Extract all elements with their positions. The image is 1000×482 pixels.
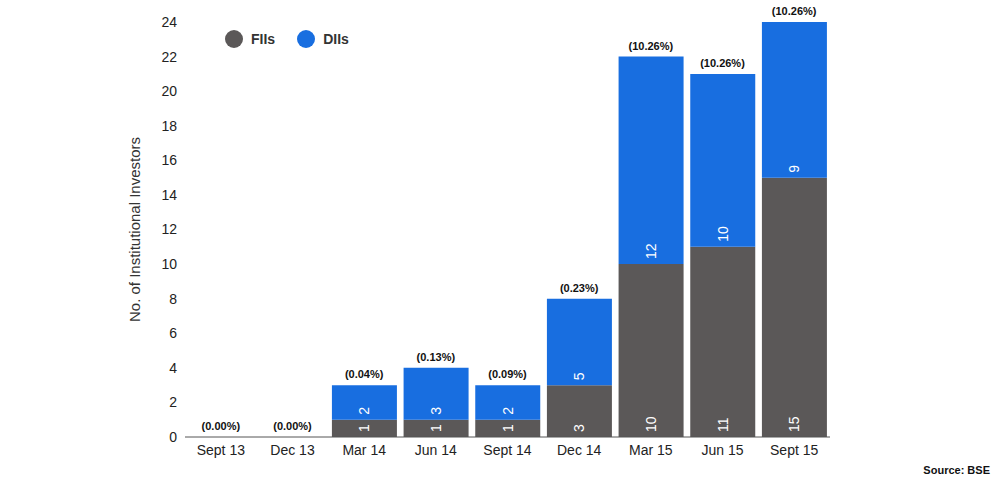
svg-text:10: 10 <box>161 256 177 272</box>
svg-text:(10.26%): (10.26%) <box>772 5 817 17</box>
svg-text:1: 1 <box>500 424 516 432</box>
svg-text:Jun 15: Jun 15 <box>701 442 743 458</box>
svg-text:(0.00%): (0.00%) <box>273 420 312 432</box>
svg-text:10: 10 <box>715 226 731 242</box>
svg-text:(0.09%): (0.09%) <box>488 368 527 380</box>
svg-text:15: 15 <box>786 416 802 432</box>
svg-text:1: 1 <box>428 424 444 432</box>
svg-text:14: 14 <box>161 187 177 203</box>
svg-text:4: 4 <box>169 360 177 376</box>
svg-text:2: 2 <box>356 407 372 415</box>
html-text:Source: BSE: Source: BSE <box>923 464 990 476</box>
svg-text:18: 18 <box>161 118 177 134</box>
svg-text:Mar 14: Mar 14 <box>342 442 386 458</box>
svg-text:20: 20 <box>161 83 177 99</box>
svg-text:(0.23%): (0.23%) <box>560 282 599 294</box>
svg-text:5: 5 <box>571 372 587 380</box>
svg-text:Sept 15: Sept 15 <box>770 442 818 458</box>
svg-text:6: 6 <box>169 325 177 341</box>
html-text:FIIs: FIIs <box>251 31 276 47</box>
svg-text:(0.04%): (0.04%) <box>345 368 384 380</box>
svg-text:3: 3 <box>428 407 444 415</box>
svg-text:Mar 15: Mar 15 <box>629 442 673 458</box>
svg-text:8: 8 <box>169 291 177 307</box>
svg-text:(10.26%): (10.26%) <box>700 57 745 69</box>
svg-text:22: 22 <box>161 49 177 65</box>
svg-text:3: 3 <box>571 424 587 432</box>
svg-text:1: 1 <box>356 424 372 432</box>
svg-text:Sept 13: Sept 13 <box>197 442 245 458</box>
svg-text:(0.00%): (0.00%) <box>202 420 241 432</box>
svg-text:12: 12 <box>643 243 659 259</box>
svg-text:Sept 14: Sept 14 <box>483 442 531 458</box>
svg-text:2: 2 <box>500 407 516 415</box>
svg-text:10: 10 <box>643 416 659 432</box>
svg-text:11: 11 <box>715 417 731 432</box>
svg-text:Dec 13: Dec 13 <box>270 442 315 458</box>
svg-text:Dec 14: Dec 14 <box>557 442 602 458</box>
svg-text:(0.13%): (0.13%) <box>417 351 456 363</box>
svg-text:(10.26%): (10.26%) <box>629 40 674 52</box>
svg-text:Jun 14: Jun 14 <box>415 442 457 458</box>
svg-text:16: 16 <box>161 152 177 168</box>
html-text:DIIs: DIIs <box>323 31 349 47</box>
svg-text:No. of Institutional Investors: No. of Institutional Investors <box>126 137 143 322</box>
svg-text:12: 12 <box>161 221 177 237</box>
svg-text:24: 24 <box>161 14 177 30</box>
svg-text:9: 9 <box>786 165 802 173</box>
svg-text:2: 2 <box>169 394 177 410</box>
svg-text:0: 0 <box>169 429 177 445</box>
